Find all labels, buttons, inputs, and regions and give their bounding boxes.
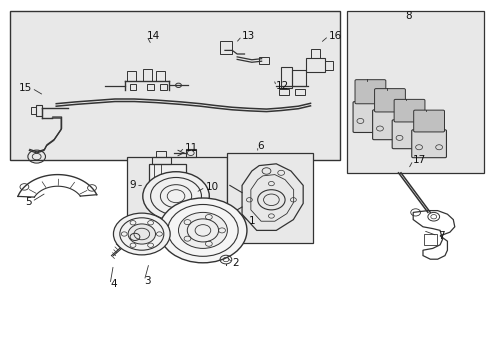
Bar bbox=[127, 71, 136, 81]
FancyBboxPatch shape bbox=[411, 130, 446, 158]
Text: 14: 14 bbox=[146, 31, 160, 41]
FancyBboxPatch shape bbox=[374, 89, 405, 112]
Bar bbox=[311, 49, 320, 58]
FancyBboxPatch shape bbox=[352, 102, 387, 132]
Text: 15: 15 bbox=[19, 83, 32, 93]
Bar bbox=[149, 164, 185, 184]
FancyBboxPatch shape bbox=[413, 110, 444, 132]
Circle shape bbox=[142, 172, 209, 221]
Bar bbox=[281, 67, 291, 88]
Bar bbox=[423, 234, 436, 245]
Bar bbox=[129, 84, 136, 90]
Bar bbox=[151, 157, 171, 164]
Text: 9: 9 bbox=[129, 180, 136, 190]
Bar bbox=[227, 153, 312, 243]
Bar bbox=[143, 69, 152, 81]
Bar bbox=[220, 41, 232, 54]
Bar bbox=[160, 84, 166, 90]
Text: 3: 3 bbox=[144, 276, 151, 286]
Bar bbox=[156, 71, 165, 81]
Text: 17: 17 bbox=[412, 155, 426, 165]
Bar bbox=[31, 107, 36, 114]
FancyBboxPatch shape bbox=[372, 110, 407, 140]
Text: 8: 8 bbox=[404, 11, 411, 21]
Bar bbox=[278, 89, 288, 95]
Bar bbox=[36, 105, 41, 116]
Text: 16: 16 bbox=[328, 31, 341, 41]
Text: 4: 4 bbox=[110, 279, 117, 289]
Text: 12: 12 bbox=[276, 81, 289, 91]
Text: 7: 7 bbox=[437, 231, 444, 241]
Text: 2: 2 bbox=[232, 258, 239, 268]
Circle shape bbox=[178, 212, 227, 248]
Bar bbox=[305, 58, 325, 72]
Circle shape bbox=[113, 213, 170, 255]
Text: 5: 5 bbox=[25, 197, 32, 207]
FancyBboxPatch shape bbox=[391, 120, 426, 149]
Bar bbox=[185, 149, 195, 157]
FancyBboxPatch shape bbox=[393, 99, 424, 122]
Bar bbox=[294, 89, 304, 95]
Bar bbox=[146, 84, 153, 90]
Circle shape bbox=[159, 198, 246, 263]
Bar bbox=[291, 70, 305, 86]
Bar bbox=[325, 61, 332, 70]
Bar bbox=[127, 157, 227, 245]
Bar bbox=[10, 11, 339, 160]
Bar bbox=[259, 57, 268, 64]
Text: 11: 11 bbox=[184, 143, 198, 153]
Circle shape bbox=[128, 224, 155, 244]
Text: 10: 10 bbox=[205, 182, 218, 192]
Text: 1: 1 bbox=[248, 216, 255, 226]
Bar bbox=[156, 151, 166, 157]
Text: 6: 6 bbox=[257, 141, 264, 151]
Bar bbox=[346, 11, 483, 173]
FancyBboxPatch shape bbox=[354, 80, 385, 104]
Text: 13: 13 bbox=[242, 31, 255, 41]
